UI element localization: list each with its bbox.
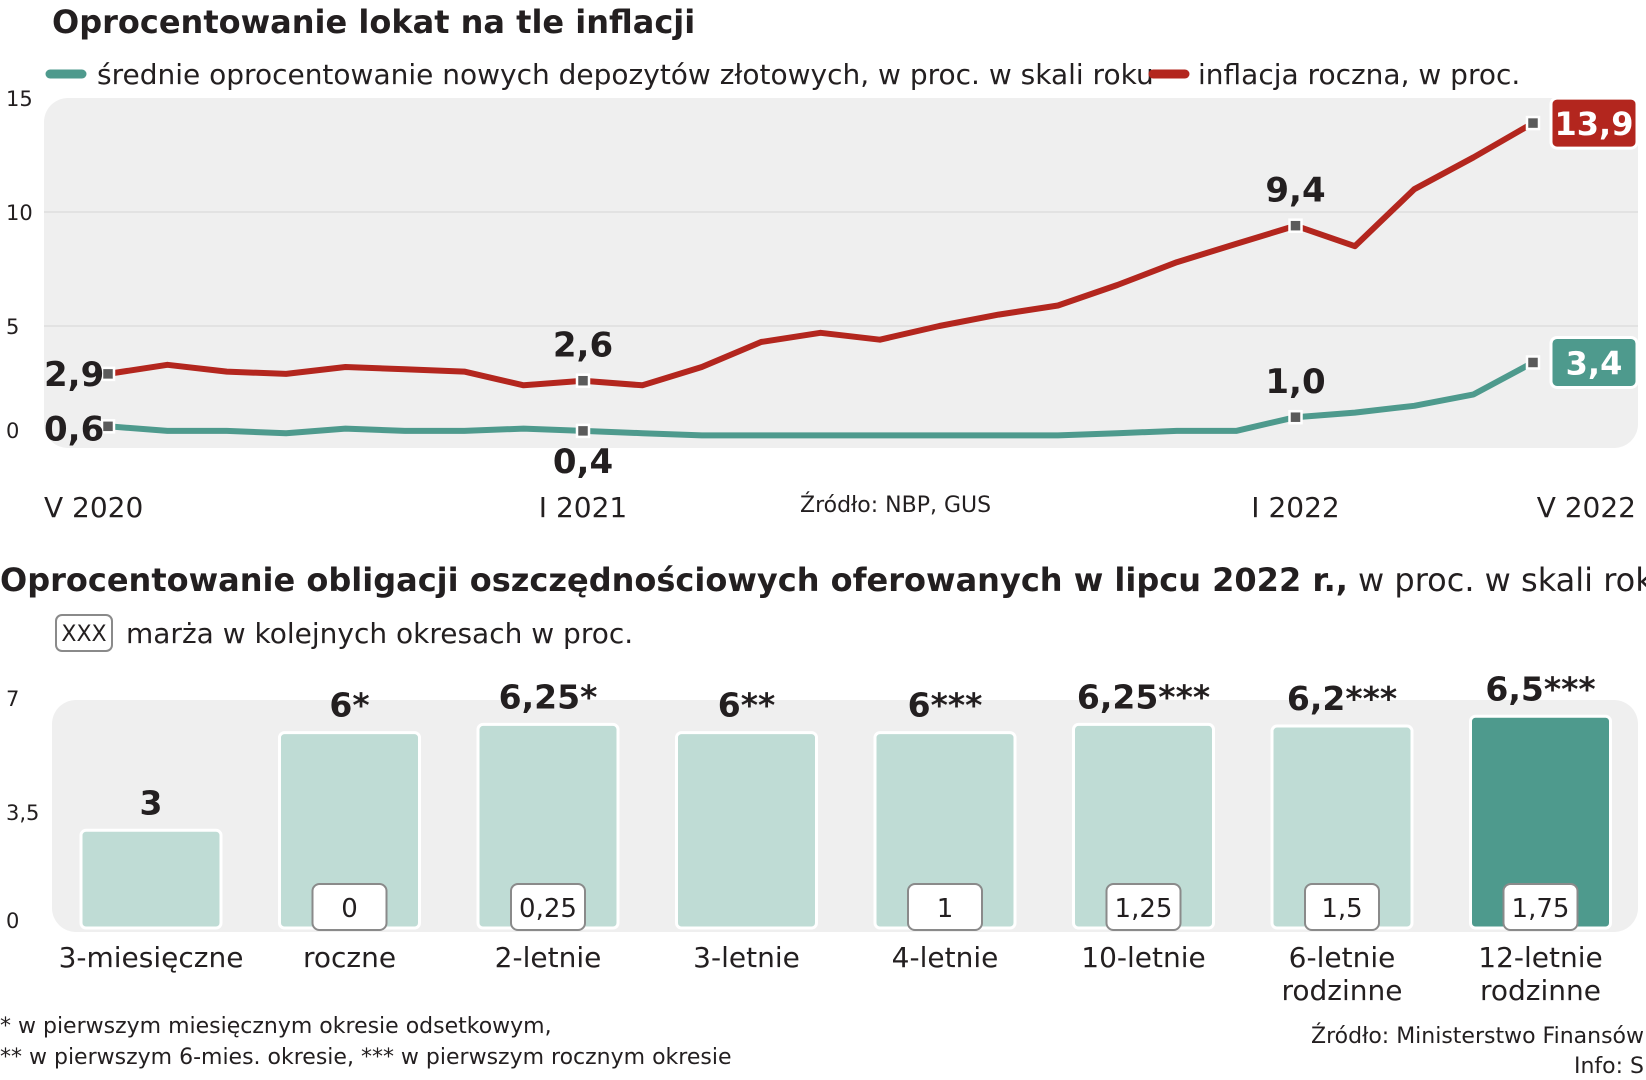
data-point-marker <box>1525 355 1541 370</box>
info-credit: Info: S <box>1574 1054 1644 1079</box>
legend-label-inflation: inflacja roczna, w proc. <box>1198 58 1520 91</box>
line-chart-plot-area <box>44 98 1638 448</box>
category-label: 2-letnie <box>495 941 602 974</box>
category-label: 12-letnie <box>1478 941 1602 974</box>
margin-value: 1 <box>937 894 954 924</box>
bar-chart-margin-boxes: 0 0,25 1 1,25 1,5 1,75 <box>311 883 1579 931</box>
category-label: 6-letnie <box>1289 941 1396 974</box>
category-label: 10-letnie <box>1081 941 1205 974</box>
bar-value-label: 6,25* <box>499 677 598 716</box>
margin-box <box>1304 883 1380 931</box>
line-chart-title: Oprocentowanie lokat na tle inflacji <box>52 3 695 41</box>
y-tick-label: 5 <box>6 315 19 339</box>
legend-margin-box-text: XXX <box>61 622 106 647</box>
margin-box <box>510 883 586 931</box>
data-point-marker <box>1288 409 1303 425</box>
point-label-deposit: 0,4 <box>553 442 613 482</box>
data-point-marker <box>100 366 116 382</box>
line-chart-grid <box>44 211 1638 327</box>
category-label: 4-letnie <box>892 941 999 974</box>
data-point-marker <box>100 419 116 434</box>
x-tick-label: V 2022 <box>1537 491 1636 524</box>
bar-chart-title-bold: Oprocentowanie obligacji oszczędnościowy… <box>0 561 1348 599</box>
bar-value-label: 6,25*** <box>1077 677 1210 716</box>
y-tick-label: 0 <box>6 419 19 443</box>
data-point-marker <box>1525 115 1541 131</box>
bar-chart-bars <box>79 714 1612 930</box>
legend-margin-label: marża w kolejnych okresach w proc. <box>126 617 633 650</box>
y-tick-label: 10 <box>6 201 33 225</box>
bar-value-label: 6** <box>718 686 775 725</box>
point-label-inflation: 9,4 <box>1265 171 1325 211</box>
x-tick-label: I 2021 <box>539 491 627 524</box>
data-point-marker <box>1288 218 1303 233</box>
line-chart-markers <box>100 115 1541 439</box>
bar <box>675 731 818 930</box>
y-tick-label: 15 <box>6 87 33 111</box>
y-tick-label: 3,5 <box>6 801 39 825</box>
line-chart-x-axis: V 2020 I 2021 I 2022 V 2022 <box>44 491 1636 524</box>
bar-value-label: 6*** <box>908 686 983 725</box>
margin-value: 1,5 <box>1321 894 1362 924</box>
bar-chart-legend: XXX marża w kolejnych okresach w proc. <box>55 614 633 652</box>
bar-chart-y-axis: 03,57 <box>6 687 39 933</box>
data-point-marker <box>575 373 591 388</box>
line-chart: Oprocentowanie lokat na tle inflacji śre… <box>6 3 1639 524</box>
margin-box <box>907 883 983 931</box>
margin-value: 0 <box>341 894 358 924</box>
end-label-deposit: 3,4 <box>1566 344 1623 382</box>
bar-chart-title-unit: w proc. w skali roku <box>1348 561 1646 599</box>
category-label: 3-letnie <box>693 941 800 974</box>
end-label-box-deposit <box>1549 335 1639 389</box>
bar-chart-value-labels: 3 6* 6,25* 6** 6*** 6,25*** 6,2*** 6,5*** <box>140 669 1596 822</box>
bar-value-label: 3 <box>140 783 163 822</box>
bar-chart-x-axis: 3-miesięczne roczne 2-letnie 3-letnie 4-letn… <box>59 941 1603 1007</box>
bar-chart-source: Źródło: Ministerstwo Finansów <box>1311 1023 1644 1049</box>
margin-box <box>1502 883 1579 931</box>
margin-value: 1,25 <box>1115 894 1173 924</box>
line-chart-source: Źródło: NBP, GUS <box>800 492 991 518</box>
line-chart-y-axis: 0 5 10 15 <box>6 87 33 443</box>
legend-label-deposit: średnie oprocentowanie nowych depozytów … <box>97 58 1154 91</box>
bar <box>79 828 223 930</box>
bar-chart-footnotes: * w pierwszym miesięcznym okresie odsetk… <box>0 1014 731 1070</box>
x-tick-label: I 2022 <box>1251 491 1339 524</box>
x-tick-label: V 2020 <box>44 491 143 524</box>
category-label: 3-miesięczne <box>59 941 244 974</box>
y-tick-label: 0 <box>6 909 19 933</box>
margin-box <box>311 883 388 931</box>
category-label: rodzinne <box>1480 974 1601 1007</box>
bar-chart: Oprocentowanie obligacji oszczędnościowy… <box>0 561 1646 1079</box>
margin-box <box>1105 883 1182 931</box>
category-label: roczne <box>303 941 396 974</box>
point-label-deposit: 0,6 <box>44 409 104 449</box>
bar-value-label: 6,5*** <box>1485 669 1595 708</box>
legend-margin-box <box>55 614 113 652</box>
margin-value: 0,25 <box>519 894 577 924</box>
end-label-inflation: 13,9 <box>1555 105 1634 143</box>
margin-value: 1,75 <box>1512 894 1570 924</box>
bar-chart-plot-area <box>52 700 1638 932</box>
bar-chart-title: Oprocentowanie obligacji oszczędnościowy… <box>0 561 1646 599</box>
point-label-deposit: 1,0 <box>1265 362 1325 402</box>
point-label-inflation: 2,9 <box>44 355 104 395</box>
category-label: rodzinne <box>1282 974 1403 1007</box>
footnote-1: * w pierwszym miesięcznym okresie odsetk… <box>0 1014 552 1039</box>
data-point-marker <box>575 423 591 439</box>
y-tick-label: 7 <box>6 687 19 711</box>
footnote-2: ** w pierwszym 6-mies. okresie, *** w pi… <box>0 1045 731 1070</box>
line-chart-point-labels: 2,9 2,6 9,4 13,9 0,6 0,4 1,0 3,4 <box>44 96 1639 482</box>
point-label-inflation: 2,6 <box>553 326 613 366</box>
bar-value-label: 6* <box>329 686 369 725</box>
end-label-box-inflation <box>1549 96 1639 150</box>
line-chart-legend: średnie oprocentowanie nowych depozytów … <box>45 58 1520 91</box>
bar-value-label: 6,2*** <box>1287 679 1397 718</box>
